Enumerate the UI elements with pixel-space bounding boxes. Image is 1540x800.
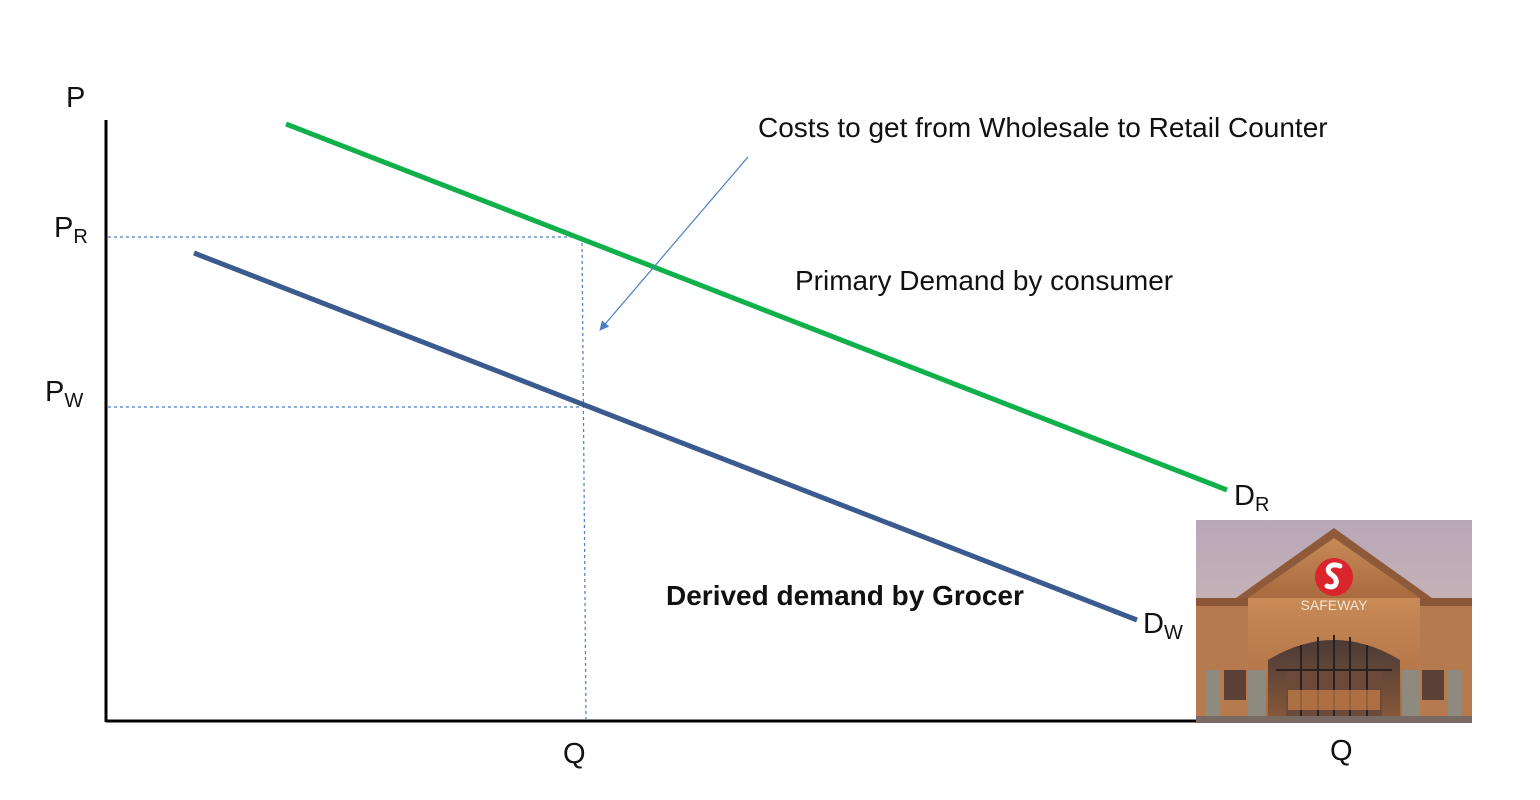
wholesale-price-sub: W [64, 390, 84, 412]
costs-annotation: Costs to get from Wholesale to Retail Co… [758, 112, 1328, 143]
store-ground [1196, 716, 1472, 723]
retail-price-main: P [54, 212, 74, 244]
retail-demand-sub: R [1254, 494, 1270, 516]
store-pillar-left [1248, 670, 1266, 723]
retail-price-sub: R [73, 226, 88, 248]
primary-demand-annotation: Primary Demand by consumer [795, 265, 1174, 296]
store-pillar-right [1402, 670, 1420, 723]
retail-demand-main: D [1234, 480, 1255, 512]
y-axis-label: P [66, 82, 86, 114]
retail-demand-label: DR [1234, 480, 1270, 516]
store-sign: SAFEWAY [1301, 597, 1369, 613]
retail-price-label: PR [54, 212, 88, 248]
safeway-store-image: SAFEWAY [1196, 520, 1472, 723]
x-axis-label: Q [1330, 735, 1353, 767]
quantity-guide [581, 236, 587, 721]
wholesale-price-main: P [45, 376, 65, 408]
wholesale-price-label: PW [45, 376, 84, 412]
quantity-label: Q [563, 738, 586, 770]
wholesale-demand-sub: W [1163, 622, 1183, 644]
wholesale-demand-label: DW [1143, 608, 1183, 644]
wholesale-demand-main: D [1143, 608, 1164, 640]
wholesale-demand-line [193, 250, 1138, 623]
costs-arrow [599, 156, 749, 331]
retail-demand-line [285, 121, 1228, 493]
derived-demand-annotation: Derived demand by Grocer [666, 580, 1024, 611]
